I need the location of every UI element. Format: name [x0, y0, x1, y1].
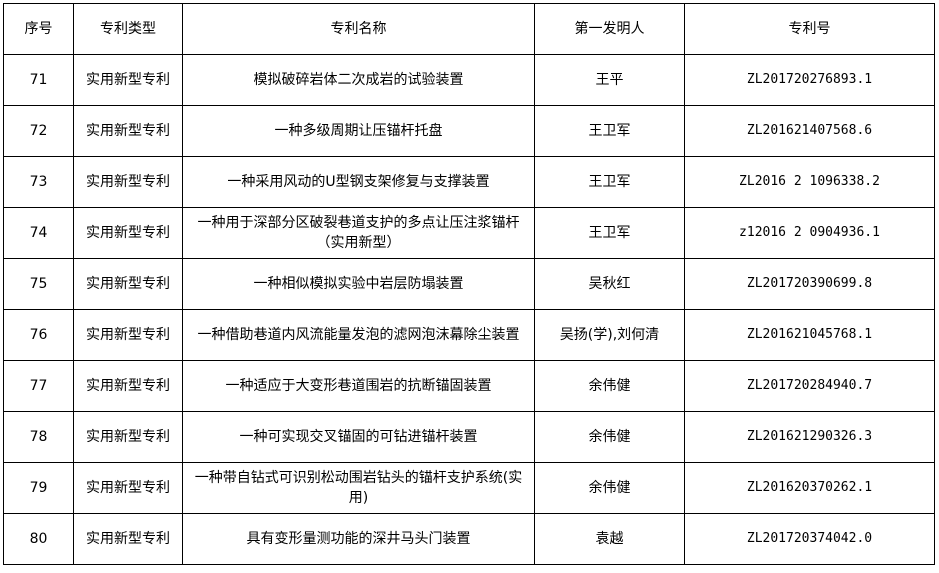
- cell-type: 实用新型专利: [73, 156, 183, 208]
- cell-name: 一种适应于大变形巷道围岩的抗断锚固装置: [182, 360, 535, 412]
- header-name: 专利名称: [182, 3, 535, 55]
- cell-patent-no: ZL201720390699.8: [684, 258, 935, 310]
- cell-index: 72: [3, 105, 74, 157]
- header-patent-no: 专利号: [684, 3, 935, 55]
- cell-patent-no: ZL201621290326.3: [684, 411, 935, 463]
- cell-name: 一种相似模拟实验中岩层防塌装置: [182, 258, 535, 310]
- cell-type: 实用新型专利: [73, 258, 183, 310]
- cell-type: 实用新型专利: [73, 105, 183, 157]
- cell-inventor: 袁越: [534, 513, 685, 565]
- cell-patent-no: ZL201720276893.1: [684, 54, 935, 106]
- table-row: 77 实用新型专利 一种适应于大变形巷道围岩的抗断锚固装置 余伟健 ZL20172028…: [3, 360, 935, 412]
- cell-type: 实用新型专利: [73, 411, 183, 463]
- cell-inventor: 吴扬(学),刘何清: [534, 309, 685, 361]
- cell-type: 实用新型专利: [73, 54, 183, 106]
- cell-index: 77: [3, 360, 74, 412]
- cell-patent-no: ZL201621407568.6: [684, 105, 935, 157]
- table-row: 72 实用新型专利 一种多级周期让压锚杆托盘 王卫军 ZL201621407568.6: [3, 105, 935, 157]
- cell-index: 75: [3, 258, 74, 310]
- cell-inventor: 余伟健: [534, 360, 685, 412]
- cell-type: 实用新型专利: [73, 309, 183, 361]
- cell-name: 一种多级周期让压锚杆托盘: [182, 105, 535, 157]
- cell-inventor: 王卫军: [534, 156, 685, 208]
- table-row: 71 实用新型专利 模拟破碎岩体二次成岩的试验装置 王平 ZL201720276893.…: [3, 54, 935, 106]
- cell-inventor: 王卫军: [534, 105, 685, 157]
- cell-inventor: 王卫军: [534, 207, 685, 259]
- table-row: 78 实用新型专利 一种可实现交叉锚固的可钻进锚杆装置 余伟健 ZL2016212903…: [3, 411, 935, 463]
- table-row: 80 实用新型专利 具有变形量测功能的深井马头门装置 袁越 ZL201720374042…: [3, 513, 935, 565]
- patent-table: 序号 专利类型 专利名称 第一发明人 专利号 71 实用新型专利 模拟破碎岩体二次成…: [3, 3, 935, 565]
- table-row: 73 实用新型专利 一种采用风动的U型钢支架修复与支撑装置 王卫军 ZL2016 2 1…: [3, 156, 935, 208]
- cell-inventor: 王平: [534, 54, 685, 106]
- cell-index: 78: [3, 411, 74, 463]
- cell-patent-no: ZL2016 2 1096338.2: [684, 156, 935, 208]
- cell-inventor: 余伟健: [534, 462, 685, 514]
- cell-patent-no: ZL201720284940.7: [684, 360, 935, 412]
- table-row: 75 实用新型专利 一种相似模拟实验中岩层防塌装置 吴秋红 ZL201720390699…: [3, 258, 935, 310]
- table-row: 76 实用新型专利 一种借助巷道内风流能量发泡的滤网泡沫幕除尘装置 吴扬(学),刘何清…: [3, 309, 935, 361]
- cell-type: 实用新型专利: [73, 513, 183, 565]
- header-index: 序号: [3, 3, 74, 55]
- cell-patent-no: ZL201620370262.1: [684, 462, 935, 514]
- cell-index: 76: [3, 309, 74, 361]
- cell-type: 实用新型专利: [73, 360, 183, 412]
- cell-index: 80: [3, 513, 74, 565]
- table-row: 79 实用新型专利 一种带自钻式可识别松动围岩钻头的锚杆支护系统(实用) 余伟健 ZL2…: [3, 462, 935, 514]
- cell-index: 73: [3, 156, 74, 208]
- cell-name: 一种带自钻式可识别松动围岩钻头的锚杆支护系统(实用): [182, 462, 535, 514]
- cell-index: 79: [3, 462, 74, 514]
- cell-patent-no: ZL201621045768.1: [684, 309, 935, 361]
- header-type: 专利类型: [73, 3, 183, 55]
- cell-type: 实用新型专利: [73, 207, 183, 259]
- cell-name: 一种采用风动的U型钢支架修复与支撑装置: [182, 156, 535, 208]
- cell-name: 模拟破碎岩体二次成岩的试验装置: [182, 54, 535, 106]
- cell-index: 74: [3, 207, 74, 259]
- cell-index: 71: [3, 54, 74, 106]
- cell-name: 一种借助巷道内风流能量发泡的滤网泡沫幕除尘装置: [182, 309, 535, 361]
- cell-patent-no: z12016 2 0904936.1: [684, 207, 935, 259]
- cell-inventor: 吴秋红: [534, 258, 685, 310]
- cell-name: 一种用于深部分区破裂巷道支护的多点让压注浆锚杆（实用新型）: [182, 207, 535, 259]
- cell-inventor: 余伟健: [534, 411, 685, 463]
- cell-patent-no: ZL201720374042.0: [684, 513, 935, 565]
- cell-name: 具有变形量测功能的深井马头门装置: [182, 513, 535, 565]
- cell-type: 实用新型专利: [73, 462, 183, 514]
- header-inventor: 第一发明人: [534, 3, 685, 55]
- cell-name: 一种可实现交叉锚固的可钻进锚杆装置: [182, 411, 535, 463]
- table-row: 74 实用新型专利 一种用于深部分区破裂巷道支护的多点让压注浆锚杆（实用新型） 王卫军…: [3, 207, 935, 259]
- header-row: 序号 专利类型 专利名称 第一发明人 专利号: [3, 3, 935, 55]
